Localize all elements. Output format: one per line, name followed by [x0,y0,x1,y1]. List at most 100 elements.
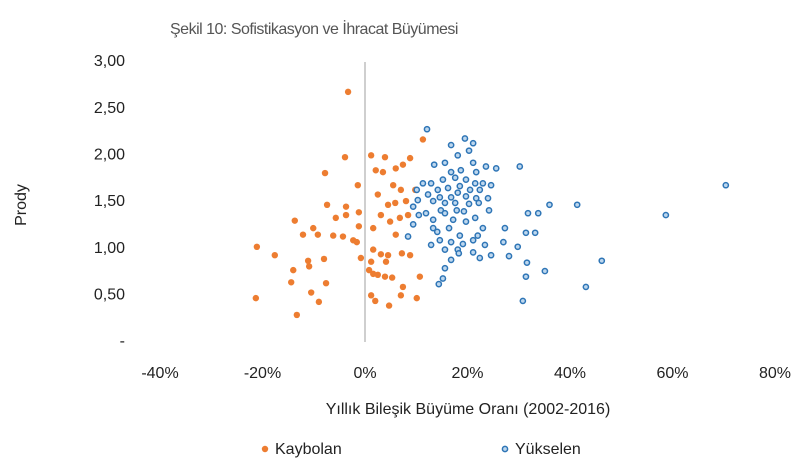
point [462,193,470,200]
point [384,252,392,259]
point [573,201,581,209]
point [404,233,412,240]
point [419,136,427,143]
point [519,297,527,305]
point [288,279,295,286]
point [523,259,531,267]
legend-label: Yükselen [515,441,581,458]
point [422,209,430,217]
point [397,186,405,194]
point [455,249,463,257]
point [409,221,417,228]
point [332,214,339,222]
point [388,274,396,281]
point [451,199,459,207]
point [322,280,330,287]
point [377,251,385,258]
x-tick-label: 0% [353,365,376,382]
point [456,232,464,239]
point [424,191,432,198]
point [253,243,261,250]
point [392,231,399,238]
x-tick-label: 80% [759,365,791,382]
x-tick-label: -40% [141,365,178,382]
point [386,218,394,225]
point [398,250,406,257]
point [374,191,382,198]
x-axis-label: Yıllık Bileşik Büyüme Oranı (2002-2016) [326,401,611,418]
point [389,182,397,189]
point [492,165,500,172]
point [367,292,375,299]
point [429,224,437,232]
point [419,179,427,187]
point [479,224,487,232]
point [423,125,431,133]
point [330,232,337,239]
point [402,197,410,205]
point [392,199,399,207]
point [355,223,363,230]
point [406,252,414,259]
point [454,189,462,197]
point [471,179,479,187]
point [456,182,464,190]
point [370,270,377,278]
point [447,193,455,201]
point [449,216,457,224]
point [598,257,606,265]
point [339,233,347,240]
point [435,280,443,288]
point [367,258,375,265]
point [341,154,349,161]
point [399,283,407,291]
point [413,186,421,194]
point [415,211,423,219]
point [461,135,469,142]
point [462,176,470,183]
point [307,289,315,296]
point [429,197,437,205]
point [433,228,441,236]
point [465,200,473,208]
point [441,199,449,207]
y-tick-label: - [120,333,125,350]
point [460,207,468,215]
point [479,179,487,187]
point [291,217,298,224]
point [305,263,313,270]
point [315,298,323,306]
point [500,238,507,246]
point [522,229,530,237]
y-tick-label: 0,50 [94,287,125,304]
point [472,168,480,176]
y-tick-label: 3,00 [94,53,125,70]
point [357,254,365,262]
point [451,174,459,182]
point [367,152,375,159]
point [436,193,444,201]
point [522,273,530,281]
point [524,209,532,217]
point [485,207,493,214]
point [531,229,539,237]
point [427,241,435,249]
point [476,254,484,262]
point [381,273,389,280]
point [370,246,377,253]
point [471,214,479,222]
point [397,292,405,299]
point [299,231,307,238]
y-tick-label: 2,00 [94,147,125,164]
point [414,196,422,204]
point [342,203,350,210]
point [427,179,435,187]
point [475,199,483,207]
point [434,186,442,194]
point [439,176,447,183]
legend-marker [501,445,509,453]
point [514,243,522,251]
point [447,168,455,176]
